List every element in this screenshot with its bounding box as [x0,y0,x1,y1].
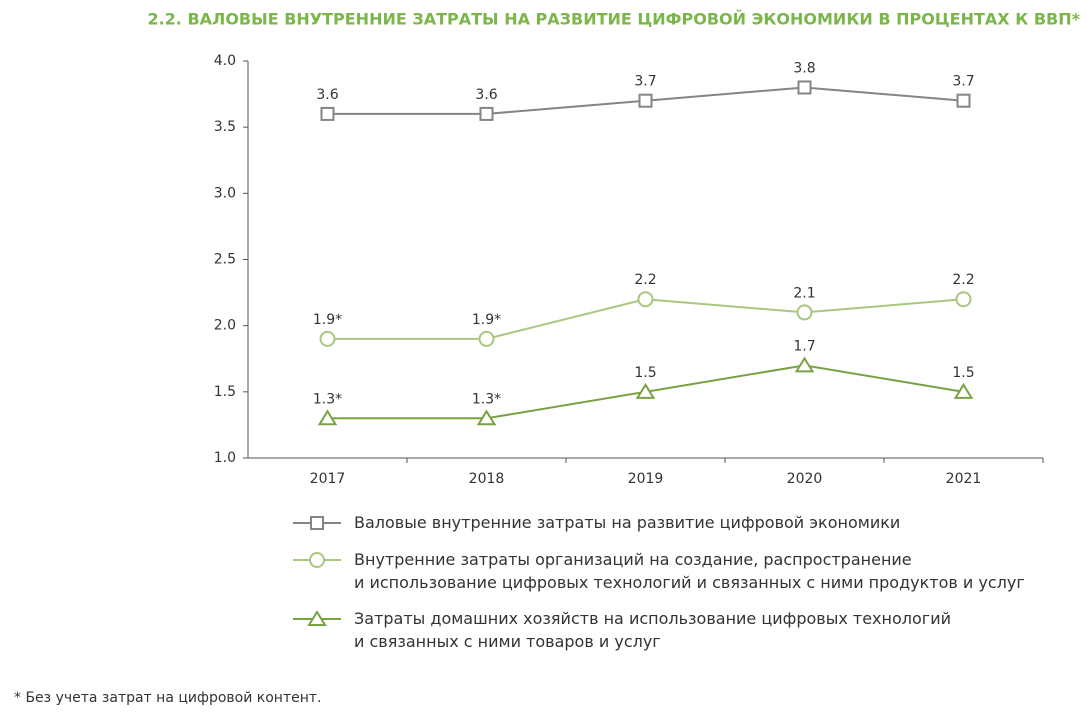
legend-label: Затраты домашних хозяйств на использован… [354,609,951,651]
data-label: 3.7 [952,74,974,90]
data-point [476,409,497,426]
data-label: 1.5 [634,365,656,381]
data-label: 3.6 [316,87,338,103]
data-point [317,409,338,426]
y-tick-label: 3.5 [214,119,236,135]
data-label: 1.9* [472,312,501,328]
data-label: 1.9* [313,312,342,328]
data-label: 1.3* [472,391,501,407]
data-label: 1.3* [313,391,342,407]
footnote: * Без учета затрат на цифровой контент. [14,690,322,706]
data-point [635,382,656,399]
legend-marker [309,552,325,568]
y-tick-label: 1.0 [214,450,236,466]
data-point [478,330,495,347]
data-point [955,291,972,308]
chart-title: 2.2. ВАЛОВЫЕ ВНУТРЕННИЕ ЗАТРАТЫ НА РАЗВИ… [147,10,1080,29]
y-tick-label: 1.5 [214,384,236,400]
legend-marker [307,610,327,626]
legend-label: Валовые внутренние затраты на развитие ц… [354,513,901,532]
x-tick-label: 2018 [469,471,505,487]
x-tick-label: 2017 [310,471,346,487]
x-tick-label: 2020 [787,471,823,487]
data-point [796,304,813,321]
data-point [794,356,815,373]
legend-label: Внутренние затраты организаций на создан… [354,550,1025,592]
data-label: 3.6 [475,87,497,103]
data-point [956,93,971,108]
data-label: 3.8 [793,60,815,76]
data-point [479,106,494,121]
legend-marker [310,516,324,530]
data-label: 1.7 [793,338,815,354]
y-tick-label: 3.0 [214,185,236,201]
y-tick-label: 2.5 [214,252,236,268]
data-label: 2.2 [634,272,656,288]
data-label: 2.2 [952,272,974,288]
x-tick-label: 2021 [946,471,982,487]
x-tick-label: 2019 [628,471,664,487]
data-point [637,291,654,308]
data-label: 2.1 [793,285,815,301]
y-tick-label: 2.0 [214,318,236,334]
y-tick-label: 4.0 [214,53,236,69]
data-point [953,382,974,399]
data-label: 1.5 [952,365,974,381]
data-point [797,80,812,95]
data-point [319,330,336,347]
data-point [638,93,653,108]
data-label: 3.7 [634,74,656,90]
data-point [320,106,335,121]
